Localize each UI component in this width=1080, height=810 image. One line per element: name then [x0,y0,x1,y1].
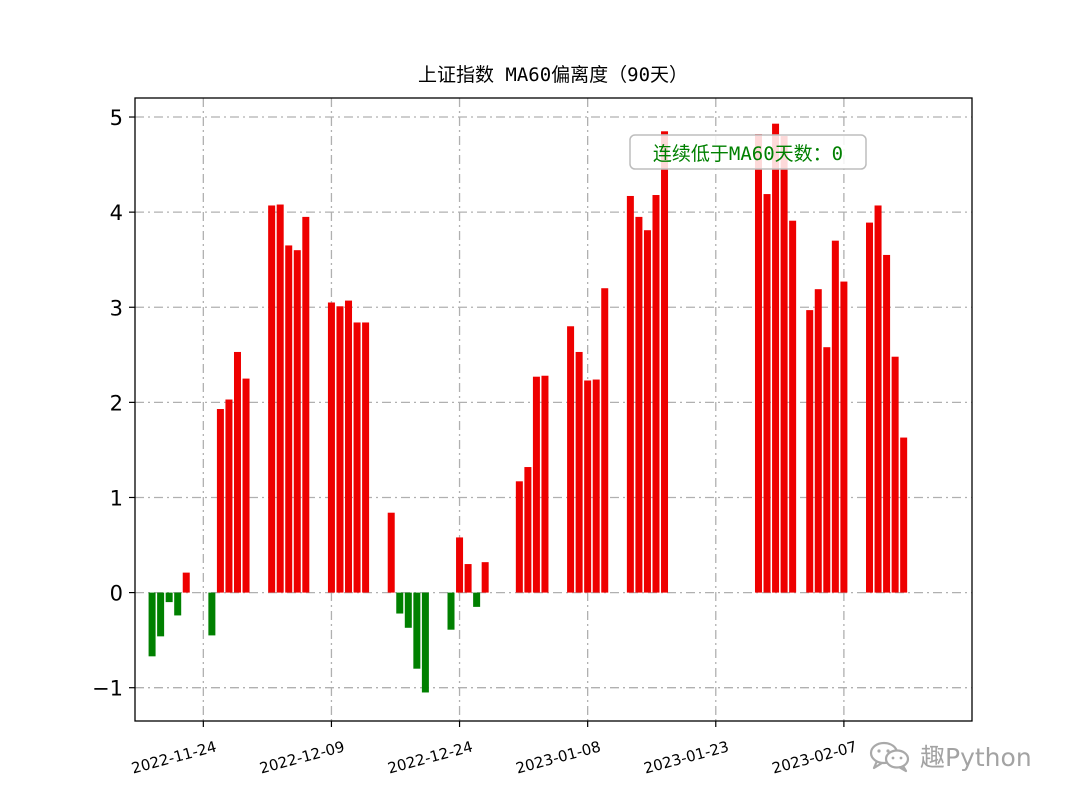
bar [515,481,523,593]
bar [814,289,822,593]
bar [174,592,182,616]
y-tick-label: 2 [110,391,123,415]
bar [891,356,899,593]
bar [652,195,660,593]
bar [823,347,831,593]
bar [216,409,224,593]
bar [601,288,609,593]
plot-frame [134,97,973,722]
chart-title: 上证指数 MA60偏离度（90天） [418,64,688,86]
annotation-text: 连续低于MA60天数：0 [653,143,843,165]
bar [302,216,310,593]
bar [900,437,908,593]
bar [225,399,233,593]
bar [532,376,540,593]
bar [421,592,429,693]
bar [575,351,583,593]
x-tick-label: 2022-11-24 [129,737,218,777]
bar [387,512,395,593]
bar [242,378,250,593]
bar [754,134,762,593]
bar [866,222,874,593]
bar [447,592,455,630]
x-tick-label: 2023-01-08 [514,737,603,777]
bar [584,380,592,593]
bar [464,564,472,593]
bar [268,205,276,593]
bar [208,592,216,636]
bar [806,310,814,593]
bar [524,467,532,593]
y-tick-label: 0 [110,582,123,606]
x-tick-label: 2022-12-09 [258,737,347,777]
bar [276,204,284,593]
watermark: 趣Python [868,738,1032,774]
bar [840,281,848,593]
bar [345,300,353,593]
bar [396,592,404,614]
bar [353,322,361,593]
annotation-box: 连续低于MA60天数：0 [629,134,867,170]
y-tick-label: 4 [110,201,123,225]
x-tick-label: 2023-01-23 [642,737,731,777]
bar [874,205,882,593]
bar [285,245,293,593]
y-tick-label: 1 [110,486,123,510]
x-tick-label: 2022-12-24 [386,737,475,777]
bar [473,592,481,607]
bar [883,254,891,593]
bar [327,302,335,593]
bar [293,250,301,593]
x-tick-label: 2023-02-07 [770,737,859,777]
bar [643,230,651,593]
bar [336,306,344,593]
bar [456,537,464,593]
bar [831,240,839,593]
bars [148,123,908,693]
bar [592,379,600,593]
bar [165,592,173,603]
bar [780,136,788,593]
bar [413,592,421,669]
bar [772,123,780,593]
bar [763,194,771,593]
y-axis: −1 0 1 2 3 4 5 [92,106,135,701]
bar [626,195,634,593]
bar [567,326,575,593]
wechat-icon [869,741,910,773]
bar [635,216,643,593]
bar [182,572,190,593]
bar [481,562,489,593]
bar [233,351,241,593]
bar [789,220,797,593]
bar [362,322,370,593]
y-tick-label: 5 [110,106,123,130]
y-tick-label: 3 [110,296,123,320]
bar [148,592,156,657]
bar [404,592,412,628]
bar [541,375,549,593]
x-axis: 2022-11-24 2022-12-09 2022-12-24 2023-01-08… [129,721,859,777]
watermark-text: 趣Python [920,743,1032,772]
y-tick-label: −1 [92,677,123,701]
bar [157,592,165,637]
bar [661,131,669,593]
